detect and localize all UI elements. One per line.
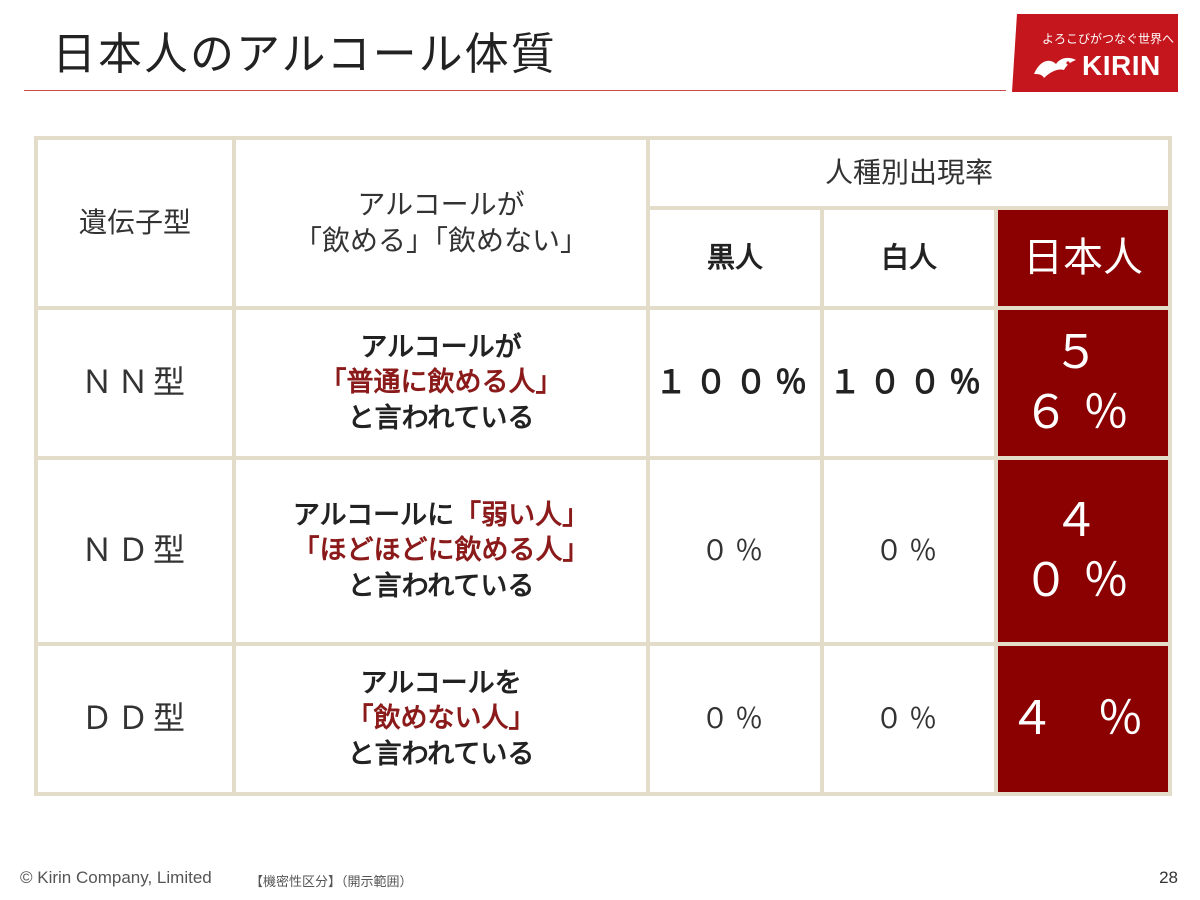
header-ability: アルコールが 「飲める」「飲めない」 xyxy=(232,136,650,310)
table-row: ＮＮ型 アルコールが 「普通に飲める人」 と言われている １００％ １００％ ５… xyxy=(34,306,1173,460)
description-cell: アルコールが 「普通に飲める人」 と言われている xyxy=(232,306,650,460)
logo-slogan: よろこびがつなぐ世界へ xyxy=(1042,32,1175,46)
rate-black: ０％ xyxy=(646,456,824,646)
genotype-cell: ＤＤ型 xyxy=(34,642,236,796)
desc-line: アルコールが xyxy=(360,332,522,364)
header-genotype: 遺伝子型 xyxy=(34,136,236,310)
genotype-cell: ＮＤ型 xyxy=(34,456,236,646)
desc-line: と言われている xyxy=(347,402,535,434)
alcohol-genotype-table: 遺伝子型 アルコールが 「飲める」「飲めない」 人種別出現率 黒人 白人 日本人… xyxy=(34,136,1173,796)
description-cell: アルコールを 「飲めない人」 と言われている xyxy=(232,642,650,796)
rate-white: ０％ xyxy=(820,642,998,796)
desc-highlight: 「弱い人」 xyxy=(454,500,590,532)
logo-wordmark: KIRIN xyxy=(1082,50,1161,81)
rate-black: ０％ xyxy=(646,642,824,796)
kirin-logo: よろこびがつなぐ世界へ KIRIN xyxy=(1012,14,1178,92)
footer-classification: 【機密性区分】（開示範囲） xyxy=(250,875,413,890)
desc-line: と言われている xyxy=(347,738,535,770)
rate-japanese: ４ ％ xyxy=(993,642,1173,796)
header-white: 白人 xyxy=(820,206,998,310)
header-ability-line1: アルコールが xyxy=(357,187,525,221)
desc-line: と言われている xyxy=(347,570,535,602)
header-black: 黒人 xyxy=(646,206,824,310)
desc-highlight: 「普通に飲める人」 xyxy=(319,367,563,399)
kirin-emblem-icon xyxy=(1034,57,1076,78)
header-japanese: 日本人 xyxy=(993,206,1173,310)
table-row: ＤＤ型 アルコールを 「飲めない人」 と言われている ０％ ０％ ４ ％ xyxy=(34,642,1173,796)
rate-white: １００％ xyxy=(820,306,998,460)
rate-white: ０％ xyxy=(820,456,998,646)
page-number: 28 xyxy=(1159,868,1178,887)
table-row: ＮＤ型 アルコールに「弱い人」 「ほどほどに飲める人」 と言われている ０％ ０… xyxy=(34,456,1173,646)
rate-japanese: ４０％ xyxy=(993,456,1173,646)
description-cell: アルコールに「弱い人」 「ほどほどに飲める人」 と言われている xyxy=(232,456,650,646)
rate-japanese: ５６％ xyxy=(993,306,1173,460)
desc-highlight: 「飲めない人」 xyxy=(346,703,536,735)
desc-line: アルコールに「弱い人」 xyxy=(292,500,590,532)
page-title: 日本人のアルコール体質 xyxy=(52,29,557,80)
desc-highlight: 「ほどほどに飲める人」 xyxy=(292,535,590,567)
footer-copyright: © Kirin Company, Limited xyxy=(20,868,212,887)
title-divider xyxy=(24,90,1006,91)
genotype-cell: ＮＮ型 xyxy=(34,306,236,460)
header-group-rate: 人種別出現率 xyxy=(645,136,1173,210)
desc-line: アルコールを xyxy=(360,668,522,700)
rate-black: １００％ xyxy=(646,306,824,460)
header-ability-line2: 「飲める」「飲めない」 xyxy=(293,224,588,257)
